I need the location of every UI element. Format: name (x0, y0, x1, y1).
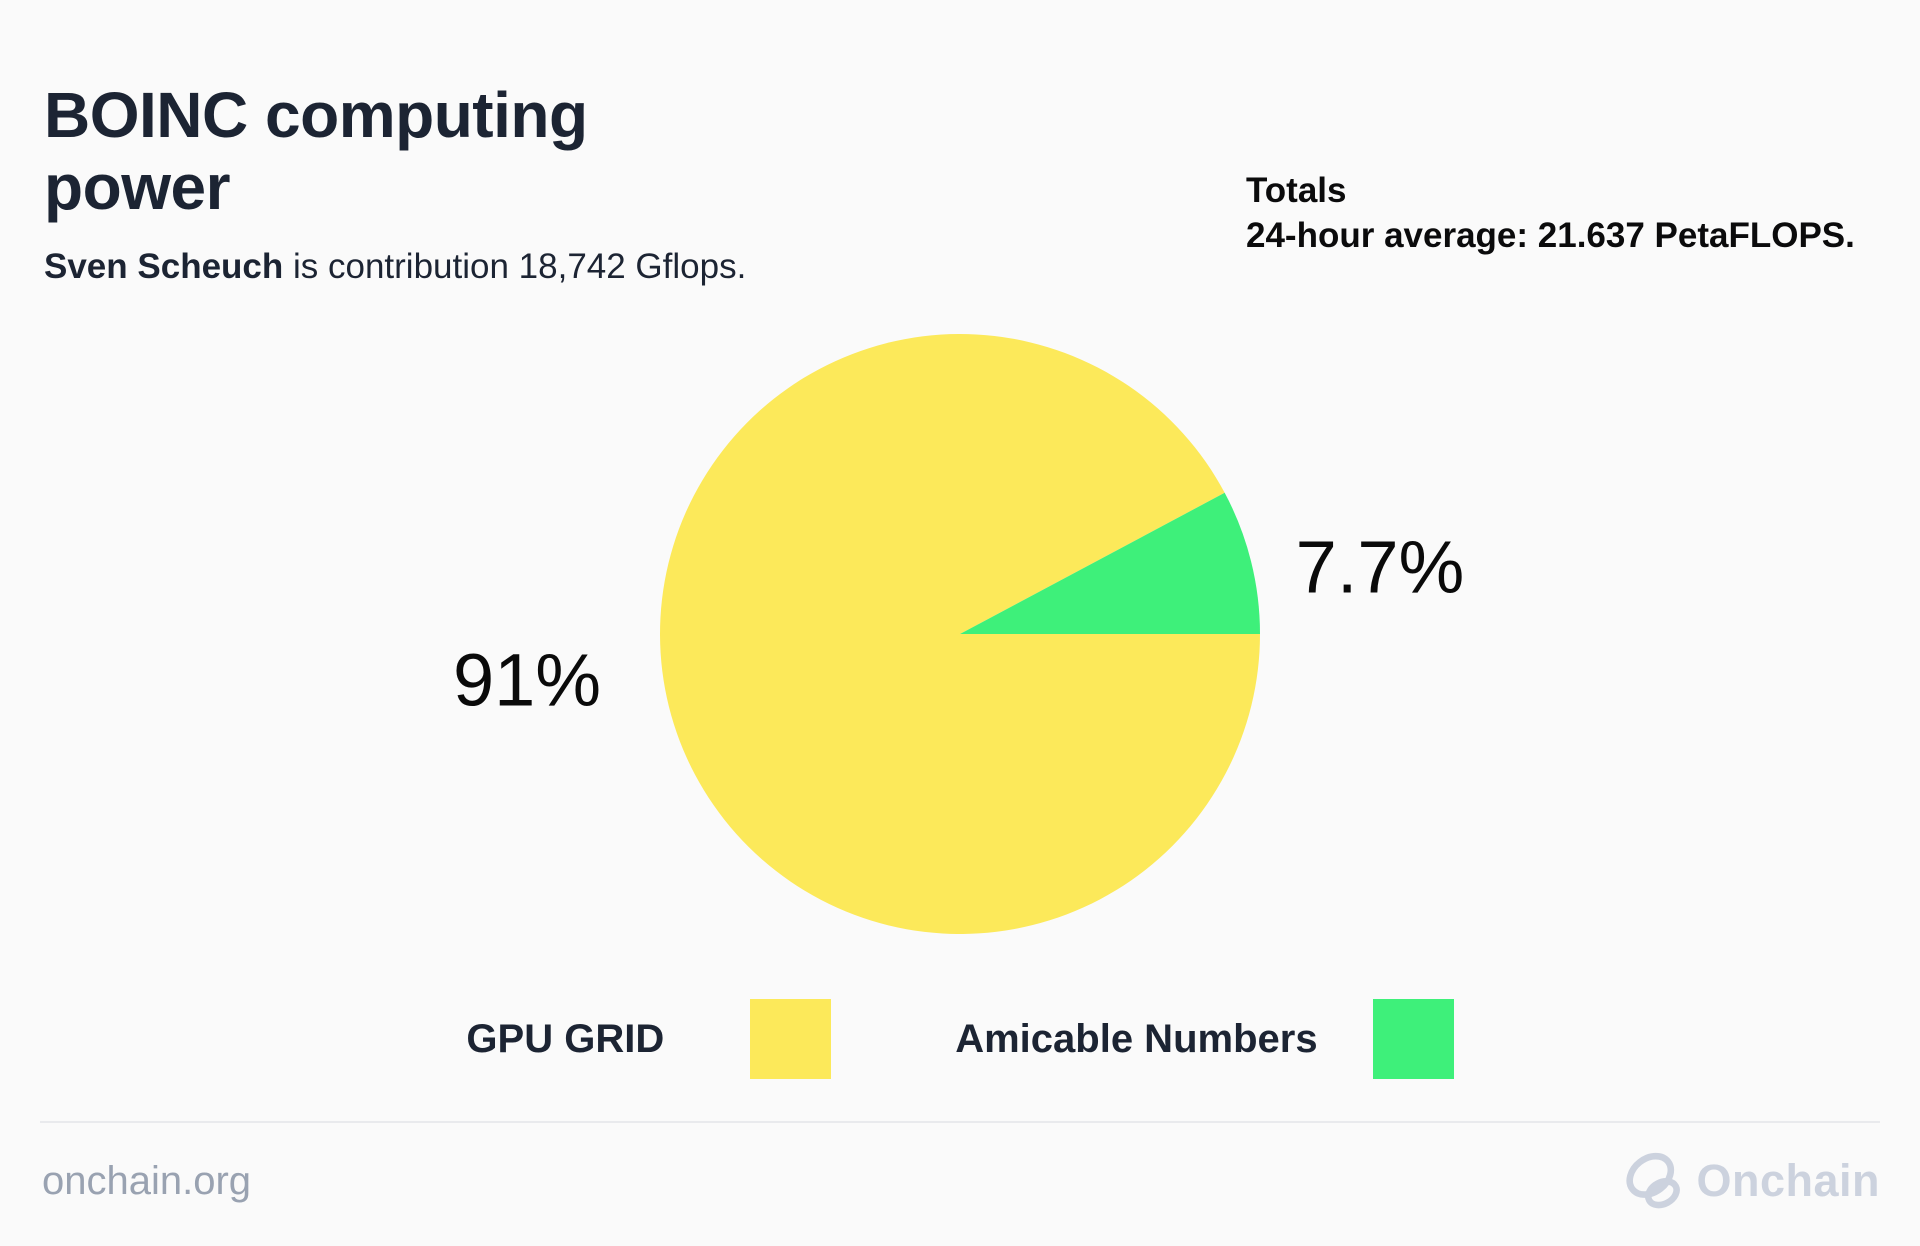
totals-label: Totals (1246, 171, 1347, 210)
footer-site-link[interactable]: onchain.org (42, 1158, 252, 1203)
totals-block: Totals 24-hour average: 21.637 PetaFLOPS… (1246, 168, 1855, 258)
pie-chart-area (660, 334, 1260, 935)
totals-value: 24-hour average: 21.637 PetaFLOPS. (1246, 216, 1855, 255)
legend-swatch-amicable-numbers (1372, 999, 1454, 1079)
contributor-name: Sven Scheuch (44, 247, 284, 286)
brand-logo: Onchain (1624, 1150, 1880, 1212)
legend-swatch-gpu-grid (750, 999, 832, 1079)
legend-label-gpu-grid: GPU GRID (466, 1016, 665, 1061)
footer-divider (40, 1121, 1880, 1123)
onchain-knot-icon (1626, 1152, 1681, 1209)
subtitle-text: is contribution 18,742 Gflops. (283, 247, 747, 286)
page-title: BOINC computing power (44, 78, 588, 223)
pie-value-label-gpu-grid: 91% (452, 638, 602, 722)
legend-item-gpu-grid: GPU GRID (466, 999, 832, 1079)
legend-item-amicable-numbers: Amicable Numbers (955, 999, 1454, 1079)
chart-legend: GPU GRID Amicable Numbers (0, 999, 1920, 1079)
footer: onchain.org Onchain (42, 1140, 1880, 1222)
pie-slice-gpu-grid (660, 334, 1260, 935)
pie-chart (660, 334, 1260, 935)
legend-label-amicable-numbers: Amicable Numbers (955, 1016, 1318, 1061)
subtitle: Sven Scheuch is contribution 18,742 Gflo… (44, 247, 746, 287)
pie-value-label-amicable-numbers: 7.7% (1295, 525, 1465, 609)
brand-name: Onchain (1696, 1155, 1880, 1206)
pie-slice-amicable-numbers (960, 492, 1260, 634)
